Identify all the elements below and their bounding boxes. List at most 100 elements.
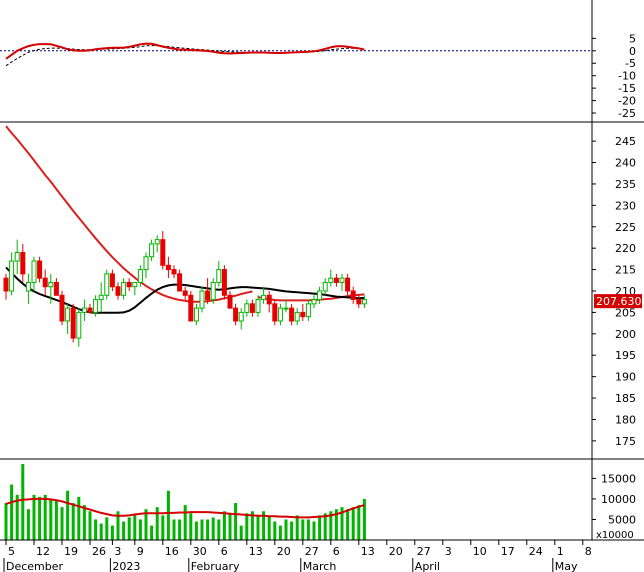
candle-body: [48, 281, 54, 288]
volume-bar: [116, 511, 120, 540]
candle-body: [154, 239, 160, 245]
month-label: December: [6, 560, 64, 572]
moving-average-long: [5, 125, 253, 303]
volume-bar: [200, 519, 204, 540]
volume-bar: [306, 519, 310, 540]
volume-bar: [346, 509, 350, 540]
volume-bar: [77, 496, 81, 540]
month-label: May: [555, 560, 578, 572]
volume-bar: [183, 505, 187, 540]
x-tick-label: 6: [333, 545, 340, 558]
candle-body: [216, 269, 222, 283]
volume-bar: [38, 496, 42, 540]
volume-bar: [351, 507, 355, 540]
x-tick-label: 20: [277, 545, 291, 558]
volume-bar: [178, 519, 182, 540]
candle-body: [132, 281, 138, 288]
candle-body: [238, 311, 244, 322]
volume-bar: [262, 511, 266, 540]
x-tick-label: 16: [165, 545, 179, 558]
volume-unit-label: x10000: [596, 530, 634, 541]
volume-bar: [71, 503, 75, 540]
price-y-tick-label: 200: [615, 328, 636, 341]
volume-bar: [43, 494, 47, 540]
candle-body: [160, 239, 166, 266]
x-tick-label: 3: [445, 545, 452, 558]
volume-bar: [334, 509, 338, 540]
month-label: 2023: [112, 560, 140, 572]
volume-bar: [323, 513, 327, 540]
volume-bar: [99, 523, 103, 540]
oscillator-y-tick-label: -15: [618, 82, 636, 95]
volume-bar: [122, 521, 126, 540]
price-y-tick-label: 190: [615, 371, 636, 384]
x-tick-label: 5: [8, 545, 15, 558]
price-panel: [3, 125, 367, 347]
volume-bar: [250, 511, 254, 540]
volume-bar: [15, 494, 19, 540]
last-price-tag[interactable]: 207.6300: [594, 294, 644, 309]
candle-body: [333, 277, 339, 283]
candle-body: [115, 286, 121, 296]
volume-bar: [245, 513, 249, 540]
oscillator-panel: [0, 42, 592, 67]
oscillator-y-tick-label: -10: [618, 70, 636, 83]
oscillator-y-tick-label: -20: [618, 95, 636, 108]
oscillator-line: [5, 42, 365, 60]
candle-body: [294, 311, 300, 322]
candle-body: [104, 273, 110, 296]
volume-y-tick-label: 15000: [601, 472, 636, 485]
candle-body: [121, 281, 127, 296]
candle-body: [93, 299, 99, 313]
candle-body: [149, 243, 155, 258]
candle-body: [126, 281, 132, 288]
volume-bar: [362, 498, 366, 540]
candle-body: [210, 281, 216, 301]
volume-bar: [222, 511, 226, 540]
volume-bar: [211, 517, 215, 540]
volume-bar: [189, 513, 193, 540]
candle-body: [165, 264, 171, 271]
moving-average-long: [257, 293, 365, 302]
month-label: April: [415, 560, 440, 572]
volume-bar: [88, 511, 92, 540]
volume-y-tick-label: 10000: [601, 493, 636, 506]
oscillator-signal-line: [5, 45, 365, 67]
price-y-tick-label: 180: [615, 413, 636, 426]
volume-bar: [318, 515, 322, 540]
oscillator-y-tick-label: 5: [629, 32, 636, 45]
price-y-tick-label: 230: [615, 199, 636, 212]
candle-body: [70, 307, 76, 339]
candle-body: [53, 281, 59, 296]
volume-bar: [256, 515, 260, 540]
candle-body: [277, 307, 283, 322]
candle-body: [25, 281, 31, 292]
candle-body: [361, 299, 367, 305]
price-y-tick-label: 235: [615, 178, 636, 191]
candle-body: [199, 290, 205, 309]
volume-bar: [133, 515, 137, 540]
volume-bar: [194, 521, 198, 540]
x-tick-label: 13: [249, 545, 263, 558]
candle-body: [221, 269, 227, 296]
x-tick-label: 12: [36, 545, 50, 558]
candle-body: [9, 260, 15, 292]
candle-body: [350, 290, 356, 301]
x-tick-label: 13: [361, 545, 375, 558]
volume-bar: [82, 505, 86, 540]
x-tick-label: 19: [64, 545, 78, 558]
price-y-tick-label: 245: [615, 135, 636, 148]
moving-average-short: [5, 266, 365, 314]
volume-bar: [290, 521, 294, 540]
volume-bar: [239, 525, 243, 540]
last-price-tag-background: [594, 294, 642, 309]
volume-bar: [329, 511, 333, 540]
candle-body: [87, 307, 93, 313]
candle-body: [317, 290, 323, 301]
x-tick-label: 20: [389, 545, 403, 558]
candle-body: [266, 294, 272, 305]
volume-bar: [10, 484, 14, 540]
volume-bar: [340, 507, 344, 540]
